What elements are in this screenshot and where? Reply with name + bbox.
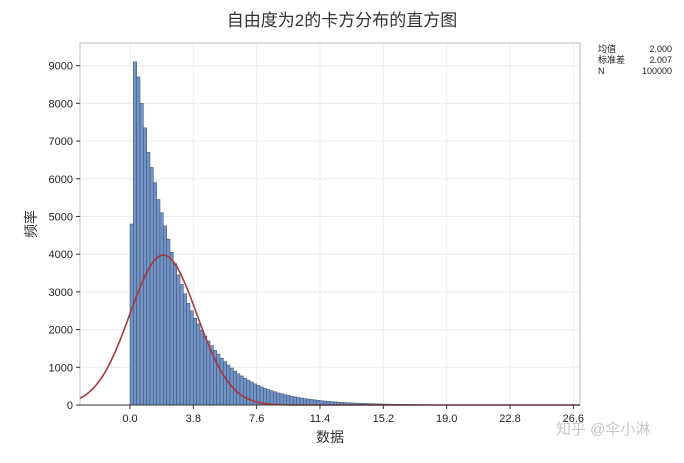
histogram-bar (306, 398, 311, 406)
y-tick-label: 6000 (49, 174, 73, 186)
y-tick-label: 8000 (49, 98, 73, 110)
x-tick-label: 7.6 (249, 413, 264, 425)
histogram-bar (289, 395, 294, 406)
x-tick-label: 0.0 (122, 413, 137, 425)
histogram-bar (299, 397, 304, 406)
y-tick-label: 5000 (49, 211, 73, 223)
histogram-bar (216, 353, 221, 406)
histogram-bar (293, 396, 297, 406)
chart-title: 自由度为2的卡方分布的直方图 (226, 11, 458, 30)
histogram-bar (246, 379, 251, 406)
histogram-bar (196, 323, 201, 406)
histogram-bar (169, 252, 174, 406)
stat-label: N (598, 66, 605, 76)
y-tick-label: 0 (67, 400, 73, 412)
y-axis-label: 频率 (23, 210, 39, 238)
histogram-bar (199, 330, 204, 406)
x-tick-label: 26.6 (563, 413, 584, 425)
y-tick-label: 7000 (49, 136, 73, 148)
histogram-bar (163, 225, 167, 406)
histogram-bar (166, 238, 171, 406)
histogram-bar (263, 388, 267, 406)
histogram-bar (236, 373, 241, 406)
histogram-bar (283, 394, 287, 406)
histogram-bar (303, 398, 307, 406)
histogram-bar (176, 274, 181, 406)
histogram-bar (143, 127, 147, 406)
stat-row-mean: 均值 2.000 (598, 44, 672, 55)
stat-value: 100000 (641, 66, 672, 76)
histogram-bar (173, 263, 177, 406)
histogram-bar (269, 390, 274, 406)
histogram-bar (149, 167, 154, 406)
histogram-bar (273, 391, 277, 406)
y-tick-label: 1000 (49, 362, 73, 374)
histogram-bar (243, 377, 247, 406)
histogram-bar (279, 393, 284, 406)
x-tick-label: 22.8 (499, 413, 520, 425)
histogram-bar (146, 152, 151, 406)
stat-row-std: 标准差 2.007 (598, 55, 672, 66)
x-axis-ticks: 0.0 3.8 7.6 11.4 15.2 19.0 22.8 26.6 (122, 405, 584, 425)
histogram-bar (139, 103, 144, 406)
histogram-bar (203, 335, 207, 406)
histogram-bar (276, 392, 281, 406)
histogram-bar (183, 293, 187, 406)
histogram-bar (286, 395, 291, 406)
histogram-bar (159, 212, 164, 406)
stat-value: 2.007 (649, 55, 672, 65)
histogram-bar (179, 284, 184, 406)
y-tick-label: 3000 (49, 287, 73, 299)
histogram-bar (206, 340, 211, 406)
histogram-bar (193, 318, 197, 406)
histogram-bars (129, 61, 431, 406)
x-axis-label: 数据 (316, 429, 344, 445)
histogram-bar (189, 310, 194, 406)
stat-value: 2.000 (649, 44, 672, 54)
y-tick-label: 2000 (49, 325, 73, 337)
histogram-bar (219, 357, 224, 406)
stat-label: 均值 (598, 44, 617, 54)
histogram-bar (133, 61, 137, 406)
y-tick-label: 9000 (49, 61, 73, 73)
x-tick-label: 19.0 (436, 413, 457, 425)
x-tick-label: 3.8 (186, 413, 201, 425)
stat-row-n: N 100000 (598, 66, 672, 77)
stats-box: 均值 2.000 标准差 2.007 N 100000 (598, 44, 672, 77)
y-axis-ticks: 0 1000 2000 3000 4000 5000 6000 7000 8000 9000 (49, 61, 80, 412)
stat-label: 标准差 (598, 55, 626, 65)
watermark: 知乎 @伞小淋 (556, 421, 651, 438)
histogram-bar (296, 397, 301, 406)
histogram-bar (239, 375, 244, 406)
histogram-bar (153, 182, 157, 406)
x-tick-label: 11.4 (310, 413, 331, 425)
histogram-bar (186, 302, 191, 406)
histogram-bar (223, 361, 227, 406)
histogram-bar (309, 399, 314, 406)
histogram-bar (266, 389, 271, 406)
y-tick-label: 4000 (49, 249, 73, 261)
histogram-bar (156, 199, 161, 406)
x-tick-label: 15.2 (373, 413, 394, 425)
histogram-bar (136, 76, 141, 406)
